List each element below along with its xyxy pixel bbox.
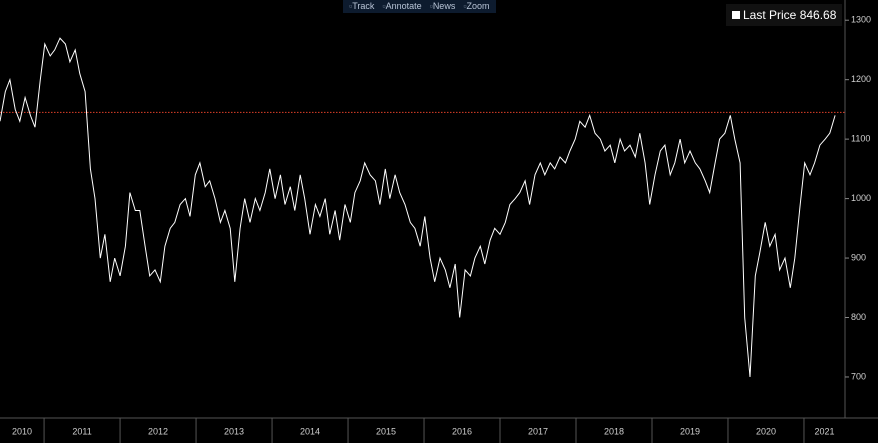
x-tick-label: 2018 xyxy=(604,426,624,436)
y-tick-label: 700 xyxy=(851,371,866,381)
x-tick-label: 2019 xyxy=(680,426,700,436)
y-tick-label: 800 xyxy=(851,312,866,322)
toolbar-button[interactable]: Zoom xyxy=(463,0,490,13)
x-tick-label: 2020 xyxy=(756,426,776,436)
x-tick-label: 2017 xyxy=(528,426,548,436)
toolbar: Track Annotate News Zoom xyxy=(343,0,496,13)
last-value: 846.68 xyxy=(799,8,837,22)
x-tick-label: 2021 xyxy=(814,426,834,436)
x-tick-label: 2011 xyxy=(72,426,91,436)
legend-swatch xyxy=(732,11,740,19)
y-tick-label: 900 xyxy=(851,252,866,262)
toolbar-button[interactable]: Annotate xyxy=(382,0,422,13)
x-tick-label: 2012 xyxy=(148,426,168,436)
x-tick-label: 2016 xyxy=(452,426,472,436)
legend: Last Price 846.68 xyxy=(726,4,842,26)
y-tick-label: 1000 xyxy=(851,193,871,203)
toolbar-button[interactable]: News xyxy=(430,0,456,13)
x-tick-label: 2010 xyxy=(12,426,32,436)
y-tick-label: 1200 xyxy=(851,74,871,84)
y-tick-label: 1300 xyxy=(851,15,871,25)
toolbar-button[interactable]: Track xyxy=(349,0,374,13)
price-line xyxy=(0,37,836,378)
x-tick-label: 2015 xyxy=(376,426,396,436)
legend-label: Last Price xyxy=(743,8,797,22)
y-tick-label: 1100 xyxy=(851,134,870,144)
x-tick-label: 2013 xyxy=(224,426,244,436)
x-tick-label: 2014 xyxy=(300,426,320,436)
